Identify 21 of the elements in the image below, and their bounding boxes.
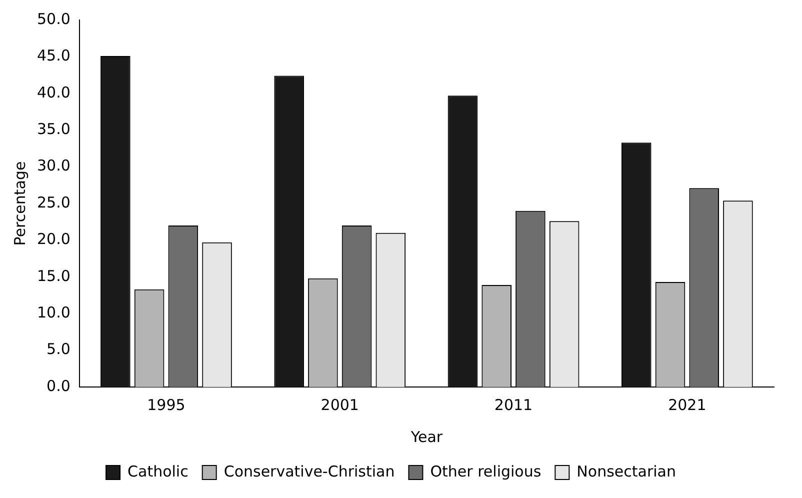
y-tick-label: 10.0 [36,303,70,322]
y-tick-label: 15.0 [36,266,70,285]
y-tick-label: 35.0 [36,120,70,138]
y-tick-label: 25.0 [36,193,70,212]
x-tick-label: 2001 [320,396,359,414]
x-tick-label: 1995 [147,396,186,414]
legend-label: Catholic [128,462,188,480]
y-tick-label: 30.0 [36,156,70,175]
x-axis-title: Year [410,428,444,446]
x-tick-label: 2011 [494,396,533,414]
legend-label: Nonsectarian [576,462,676,480]
y-axis-title: Percentage [10,161,29,246]
x-tick-label: 2021 [668,396,706,414]
legend-label: Conservative-Christian [224,462,395,480]
legend-label: Other religious [430,462,542,480]
y-tick-label: 50.0 [36,10,70,28]
y-tick-label: 20.0 [36,230,70,248]
y-tick-label: 40.0 [36,83,70,102]
y-tick-label: 0.0 [46,376,70,395]
y-tick-label: 45.0 [36,46,70,65]
y-tick-label: 5.0 [46,340,70,358]
